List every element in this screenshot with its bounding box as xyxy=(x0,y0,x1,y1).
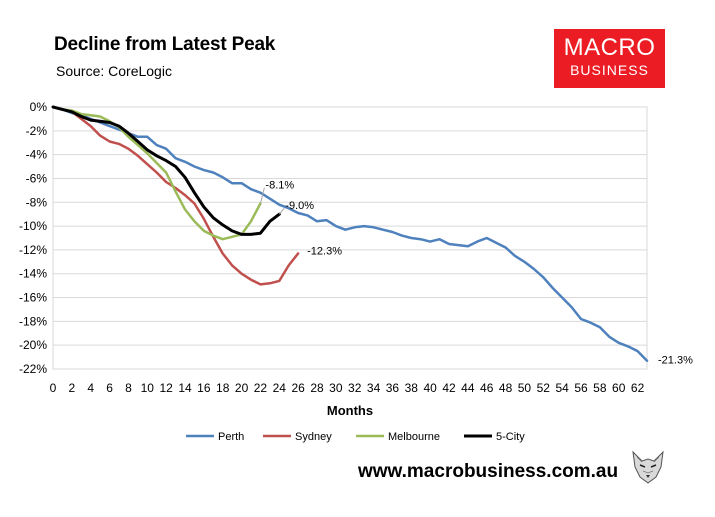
y-tick-label: -10% xyxy=(19,219,47,233)
x-tick-label: 38 xyxy=(405,381,419,395)
legend-label: Perth xyxy=(218,431,244,443)
x-tick-label: 54 xyxy=(555,381,569,395)
plot-area-border xyxy=(52,106,648,370)
x-tick-label: 16 xyxy=(197,381,211,395)
x-axis-title: Months xyxy=(327,403,373,418)
end-label: -12.3% xyxy=(307,245,342,257)
legend-label: 5-City xyxy=(496,431,525,443)
x-tick-label: 62 xyxy=(631,381,645,395)
y-tick-label: -18% xyxy=(19,314,47,328)
legend-label: Sydney xyxy=(295,431,332,443)
x-tick-label: 22 xyxy=(254,381,268,395)
fox-head-icon xyxy=(628,447,668,487)
x-tick-label: 18 xyxy=(216,381,230,395)
y-tick-label: -2% xyxy=(26,124,48,138)
y-tick-label: -14% xyxy=(19,267,47,281)
y-tick-label: -12% xyxy=(19,243,47,257)
footer-url: www.macrobusiness.com.au xyxy=(358,461,619,482)
x-tick-label: 36 xyxy=(386,381,400,395)
end-label: -8.1% xyxy=(265,179,294,191)
y-tick-label: -8% xyxy=(26,195,48,209)
x-tick-label: 12 xyxy=(159,381,173,395)
x-tick-label: 4 xyxy=(87,381,94,395)
chart-title: Decline from Latest Peak xyxy=(54,34,276,55)
logo-line-1: MACRO xyxy=(563,34,656,61)
x-tick-label: 48 xyxy=(499,381,513,395)
series-line-5-city xyxy=(51,105,281,236)
x-tick-label: 40 xyxy=(423,381,437,395)
end-label: -9.0% xyxy=(285,200,314,212)
y-tick-label: -6% xyxy=(26,171,48,185)
series-line-perth xyxy=(51,105,649,362)
x-tick-label: 6 xyxy=(106,381,113,395)
y-tick-label: -20% xyxy=(19,338,47,352)
y-tick-label: -22% xyxy=(19,362,47,376)
x-tick-label: 14 xyxy=(178,381,192,395)
end-label: -21.3% xyxy=(658,355,693,367)
x-tick-label: 10 xyxy=(141,381,155,395)
series-line-melbourne xyxy=(51,105,262,241)
end-label-leader xyxy=(259,187,265,204)
end-label-leader xyxy=(278,207,285,215)
x-tick-label: 24 xyxy=(273,381,287,395)
x-tick-label: 34 xyxy=(367,381,381,395)
x-tick-label: 56 xyxy=(574,381,588,395)
x-tick-label: 26 xyxy=(291,381,305,395)
x-tick-label: 46 xyxy=(480,381,494,395)
x-tick-label: 0 xyxy=(50,381,57,395)
y-tick-label: -16% xyxy=(19,291,47,305)
x-tick-label: 50 xyxy=(518,381,532,395)
x-tick-label: 30 xyxy=(329,381,343,395)
macro-business-logo: MACRO BUSINESS xyxy=(554,29,665,88)
y-tick-label: -4% xyxy=(26,148,48,162)
x-tick-label: 60 xyxy=(612,381,626,395)
x-tick-label: 58 xyxy=(593,381,607,395)
logo-line-2: BUSINESS xyxy=(570,62,649,78)
x-tick-label: 52 xyxy=(537,381,551,395)
x-tick-label: 42 xyxy=(442,381,456,395)
x-tick-label: 8 xyxy=(125,381,132,395)
x-tick-label: 2 xyxy=(69,381,76,395)
x-tick-label: 44 xyxy=(461,381,475,395)
series-line-sydney xyxy=(51,105,300,286)
x-tick-label: 20 xyxy=(235,381,249,395)
x-tick-label: 28 xyxy=(310,381,324,395)
legend-label: Melbourne xyxy=(388,431,440,443)
x-tick-label: 32 xyxy=(348,381,362,395)
y-tick-label: 0% xyxy=(30,100,48,114)
chart-source: Source: CoreLogic xyxy=(56,63,172,79)
